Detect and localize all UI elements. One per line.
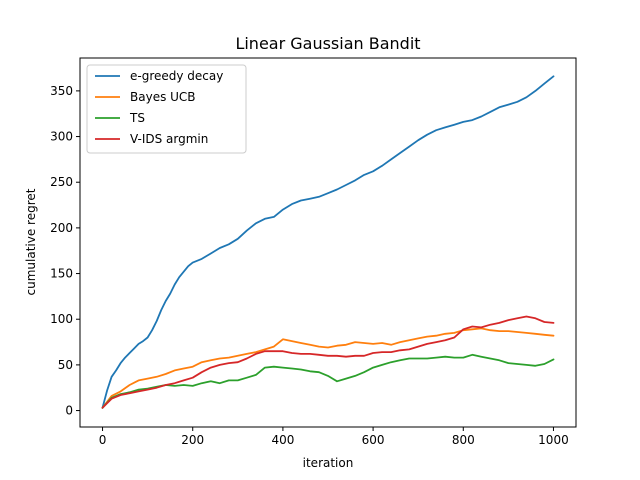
axes-frame: [79, 57, 577, 428]
series-line-1: [101, 327, 555, 409]
series-line-0: [101, 75, 555, 409]
legend-box: [86, 64, 247, 154]
chart-title: Linear Gaussian Bandit: [235, 34, 420, 53]
x-tick-label: 200: [181, 433, 204, 447]
x-tick-label: 400: [271, 433, 294, 447]
y-axis-ticks: 0 50 100 150 200 250 300 350: [50, 84, 80, 418]
y-tick-label: 200: [50, 221, 73, 235]
series-line-2: [101, 353, 555, 409]
x-axis-ticks: 0 200 400 600 800 1000: [99, 427, 569, 447]
legend: e-greedy decay Bayes UCB TS V-IDS argmin: [86, 64, 247, 154]
y-tick-label: 0: [65, 404, 73, 418]
x-tick-label: 600: [362, 433, 385, 447]
y-tick-label: 300: [50, 130, 73, 144]
plot-lines: [101, 75, 555, 409]
x-tick-label: 1000: [538, 433, 569, 447]
y-tick-label: 250: [50, 175, 73, 189]
legend-label-2: TS: [129, 111, 145, 125]
series-line-3: [101, 315, 555, 409]
y-tick-label: 100: [50, 312, 73, 326]
y-tick-label: 150: [50, 267, 73, 281]
y-tick-label: 50: [58, 358, 73, 372]
legend-label-0: e-greedy decay: [130, 69, 223, 83]
legend-label-1: Bayes UCB: [130, 90, 196, 104]
x-tick-label: 0: [99, 433, 107, 447]
y-axis-label: cumulative regret: [24, 188, 38, 295]
x-tick-label: 800: [452, 433, 475, 447]
x-axis-label: iteration: [303, 456, 354, 470]
y-tick-label: 350: [50, 84, 73, 98]
legend-label-3: V-IDS argmin: [130, 132, 208, 146]
